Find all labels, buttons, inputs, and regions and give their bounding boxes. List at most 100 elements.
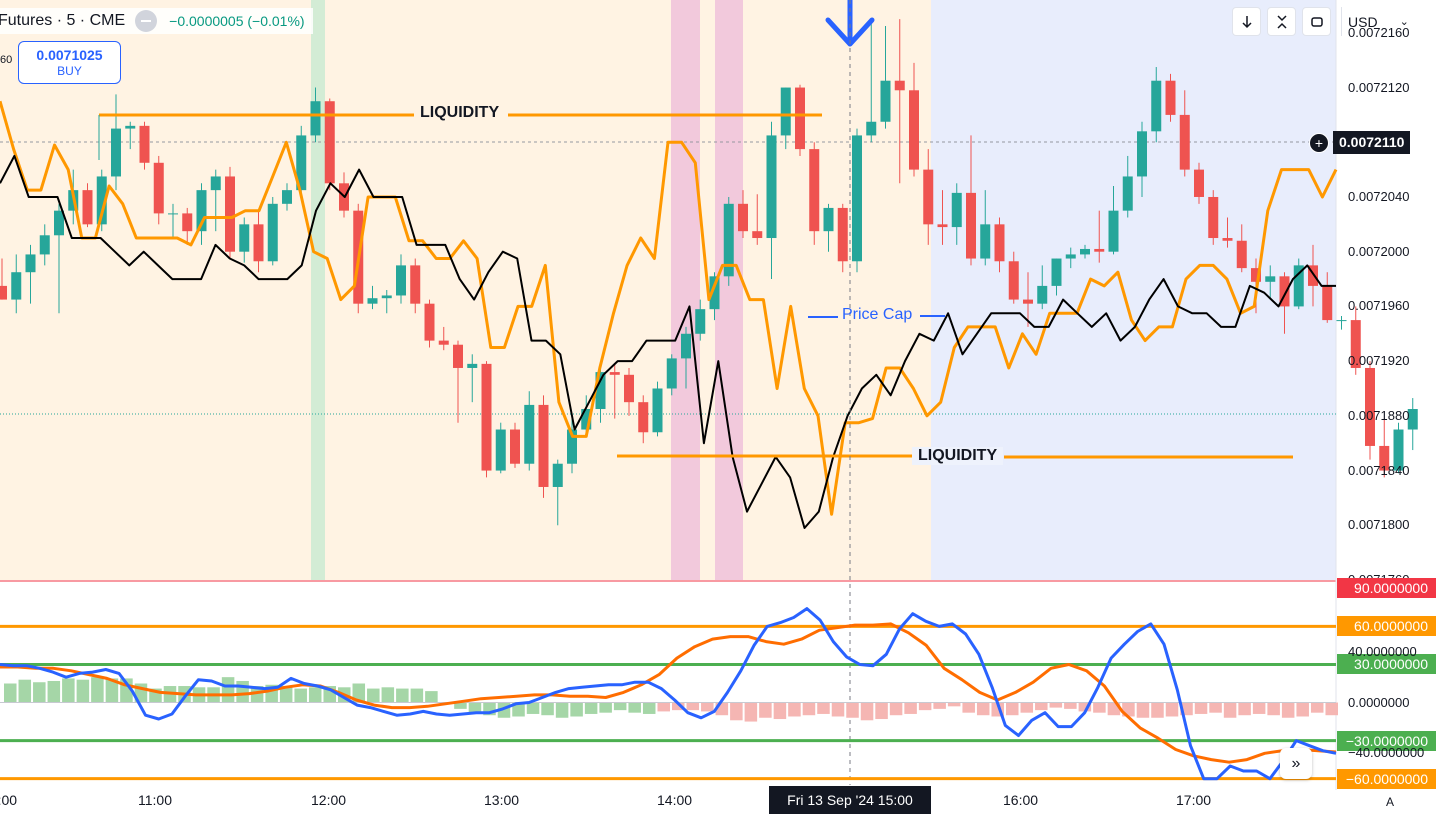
session-bg-orange bbox=[0, 0, 931, 580]
candle-body bbox=[424, 303, 435, 341]
histogram-bar bbox=[1136, 702, 1150, 718]
candle-body bbox=[1236, 240, 1247, 269]
candle-body bbox=[738, 203, 748, 232]
buy-price: 0.0071025 bbox=[36, 47, 103, 63]
histogram-bar bbox=[1049, 702, 1063, 708]
candle-body bbox=[267, 203, 278, 262]
histogram-bar bbox=[570, 702, 583, 717]
left-number: 60 bbox=[0, 54, 13, 66]
candle-body bbox=[1151, 80, 1162, 132]
candle-body bbox=[524, 404, 535, 464]
candle-body bbox=[538, 404, 549, 487]
candle-body bbox=[866, 121, 877, 136]
scroll-forward-button[interactable]: » bbox=[1280, 748, 1312, 779]
histogram-bar bbox=[555, 702, 569, 718]
symbol-title[interactable]: Futures · 5 · CME bbox=[0, 12, 126, 29]
candle-body bbox=[1065, 254, 1076, 259]
candle-body bbox=[495, 429, 506, 471]
currency-label: USD bbox=[1348, 13, 1378, 30]
candle-body bbox=[1008, 261, 1019, 300]
liquidity-label-bottom: LIQUIDITY bbox=[912, 447, 1004, 465]
osc-tick-label: −40.0000000 bbox=[1348, 745, 1425, 761]
candle-body bbox=[182, 213, 193, 232]
candle-body bbox=[638, 402, 649, 433]
candle-body bbox=[253, 224, 264, 262]
candle-body bbox=[82, 190, 93, 225]
histogram-bar bbox=[1296, 702, 1309, 717]
restore-icon[interactable] bbox=[1302, 7, 1331, 36]
time-tick-label: 12:00 bbox=[311, 792, 347, 808]
candle-body bbox=[994, 224, 1005, 262]
candle-body bbox=[453, 344, 463, 368]
osc-blue-line bbox=[0, 607, 1337, 781]
histogram-bar bbox=[1209, 702, 1222, 713]
osc-tick-label: 40.0000000 bbox=[1348, 643, 1417, 659]
histogram-bar bbox=[584, 702, 598, 714]
plus-icon[interactable]: + bbox=[1309, 132, 1329, 153]
candle-body bbox=[1265, 276, 1276, 282]
time-tick-label: 14:00 bbox=[657, 792, 693, 808]
candle-body bbox=[752, 231, 763, 239]
candle-body bbox=[1051, 258, 1062, 286]
histogram-bar bbox=[831, 702, 845, 717]
candle-body bbox=[923, 169, 934, 225]
candle-body bbox=[666, 358, 677, 389]
minus-icon[interactable] bbox=[135, 10, 158, 32]
candle-body bbox=[396, 265, 406, 296]
histogram-bar bbox=[701, 702, 714, 712]
candle-body bbox=[25, 254, 36, 273]
currency-select[interactable]: USD ⌄ bbox=[1341, 7, 1436, 36]
osc-level-badge: 90.0000000 bbox=[1337, 578, 1436, 599]
candle-body bbox=[937, 224, 948, 228]
histogram-bar bbox=[773, 702, 787, 720]
candle-body bbox=[1336, 320, 1347, 322]
histogram-bar bbox=[642, 702, 656, 714]
collapse-icon[interactable] bbox=[1267, 7, 1296, 36]
price-change: −0.0000005 (−0.01%) bbox=[169, 13, 305, 29]
histogram-bar bbox=[1223, 702, 1237, 718]
histogram-bar bbox=[1194, 702, 1208, 714]
histogram-bar bbox=[875, 702, 888, 720]
histogram-bar bbox=[1238, 702, 1251, 716]
osc-tick-label: 0.0000000 bbox=[1348, 694, 1410, 710]
histogram-bar bbox=[599, 702, 612, 713]
histogram-bar bbox=[541, 702, 554, 716]
osc-level-badge: −60.0000000 bbox=[1337, 768, 1436, 789]
candle-body bbox=[168, 213, 178, 215]
time-tick-label: 16:00 bbox=[1003, 792, 1039, 808]
histogram-bar bbox=[962, 702, 975, 713]
histogram-bar bbox=[846, 702, 859, 718]
candle-body bbox=[966, 192, 976, 259]
candle-body bbox=[239, 224, 250, 252]
candle-body bbox=[0, 285, 7, 300]
price-tick-label: 0.0071880 bbox=[1348, 407, 1410, 423]
candle-body bbox=[1308, 265, 1318, 286]
histogram-bar bbox=[352, 683, 366, 703]
last-price-label: 0.0072110 bbox=[1333, 131, 1411, 154]
histogram-bar bbox=[1020, 702, 1034, 713]
candle-body bbox=[909, 90, 919, 170]
buy-button[interactable]: 0.0071025 BUY bbox=[18, 41, 121, 84]
candle-body bbox=[1165, 80, 1176, 115]
histogram-bar bbox=[744, 702, 758, 722]
arrow-down-icon[interactable] bbox=[1232, 7, 1261, 36]
histogram-bar bbox=[468, 702, 482, 713]
highlight-pink bbox=[715, 0, 743, 580]
histogram-bar bbox=[657, 702, 670, 712]
candle-body bbox=[681, 333, 691, 359]
price-tick-label: 0.0072000 bbox=[1348, 243, 1410, 259]
histogram-bar bbox=[628, 702, 641, 713]
candle-body bbox=[11, 272, 22, 300]
auto-scale-button[interactable]: A bbox=[1385, 795, 1394, 809]
candle-body bbox=[1293, 265, 1304, 307]
histogram-bar bbox=[889, 702, 903, 716]
histogram-bar bbox=[1252, 702, 1266, 714]
candle-body bbox=[880, 80, 891, 122]
candle-body bbox=[467, 363, 478, 368]
histogram-bar bbox=[1078, 702, 1092, 712]
histogram-bar bbox=[1165, 702, 1179, 717]
histogram-bar bbox=[802, 702, 816, 716]
osc-level-badge: −30.0000000 bbox=[1337, 730, 1436, 751]
histogram-bar bbox=[1064, 702, 1077, 709]
